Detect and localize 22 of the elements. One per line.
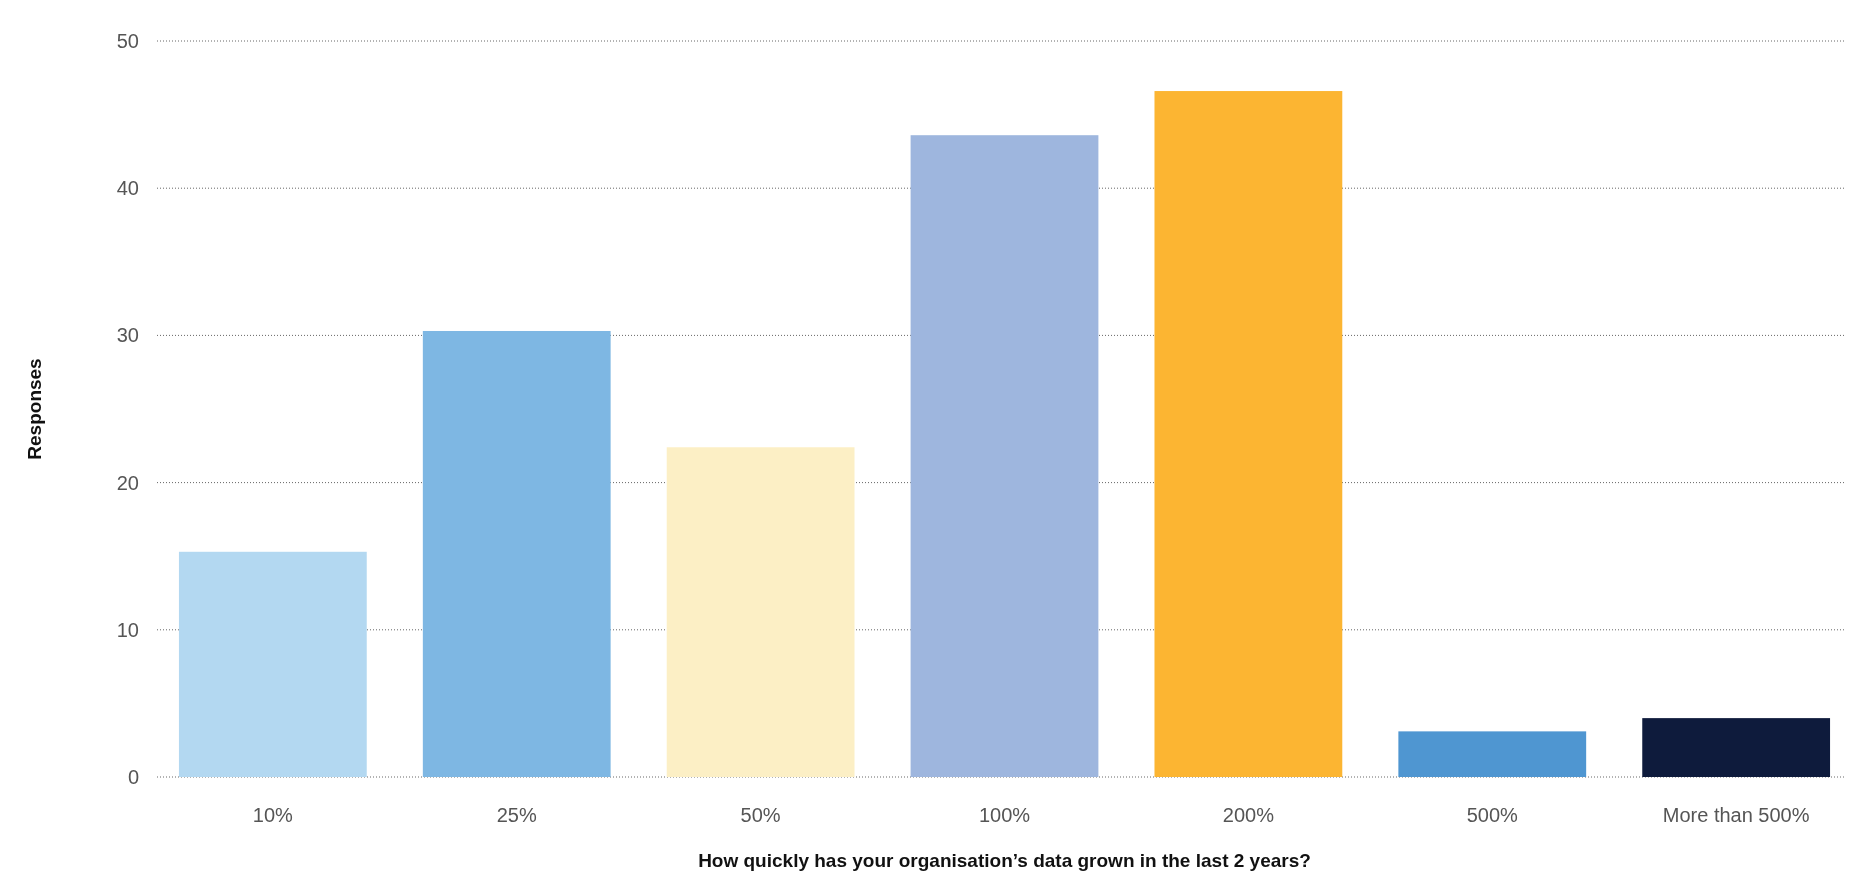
y-tick-label: 30	[116, 324, 139, 347]
y-tick-label: 50	[116, 30, 139, 52]
x-tick-label: 200%	[1222, 804, 1275, 826]
x-tick-label: 500%	[1466, 804, 1519, 826]
bar	[1398, 731, 1587, 777]
bar	[666, 447, 855, 777]
bar	[1154, 91, 1343, 777]
bar	[422, 330, 611, 777]
x-axis-title: How quickly has your organisation’s data grown in the last 2 years?	[698, 850, 1311, 871]
x-tick-label: 50%	[740, 804, 781, 826]
x-tick-label: 10%	[252, 804, 294, 826]
y-axis-title: Responses	[24, 358, 45, 460]
x-tick-label: 100%	[978, 804, 1031, 826]
x-tick-label: 25%	[496, 804, 537, 826]
bar	[910, 135, 1099, 777]
bar	[178, 551, 367, 777]
y-tick-label: 10	[116, 618, 139, 641]
bar	[1642, 718, 1831, 777]
x-tick-label: More than 500%	[1662, 804, 1810, 826]
y-tick-label: 0	[127, 766, 139, 788]
y-tick-label: 20	[116, 471, 139, 494]
y-tick-label: 40	[116, 177, 139, 200]
